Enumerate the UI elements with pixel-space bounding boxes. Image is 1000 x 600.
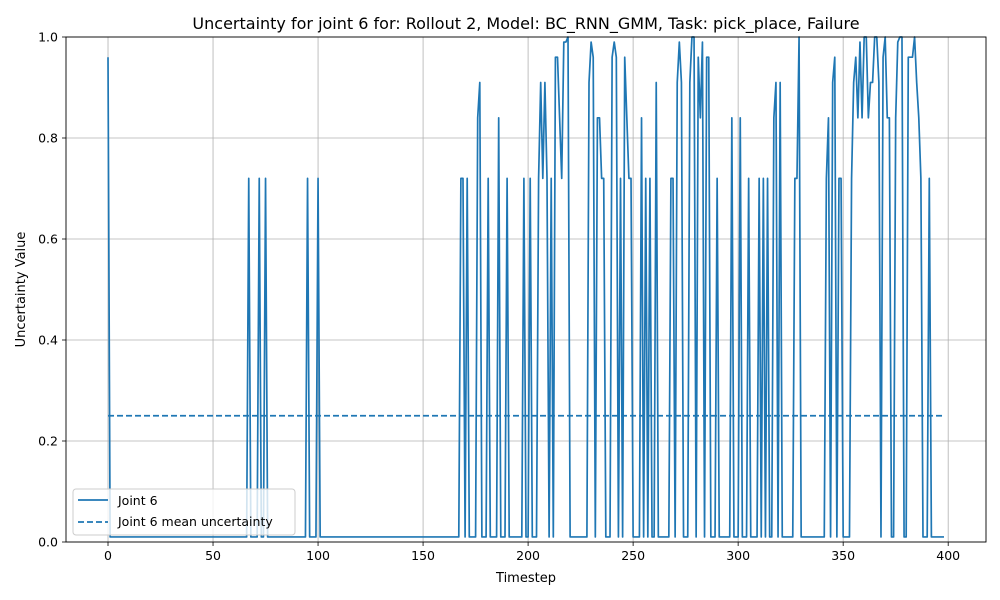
series-line-joint-6 bbox=[107, 36, 944, 538]
legend-box bbox=[72, 488, 296, 536]
y-tick-label: 0.8 bbox=[38, 131, 58, 146]
y-axis: 0.0 0.2 0.4 0.6 0.8 1.0 bbox=[38, 30, 66, 550]
x-tick-label: 50 bbox=[205, 548, 221, 563]
x-tick-label: 0 bbox=[104, 548, 112, 563]
x-tick-label: 100 bbox=[306, 548, 330, 563]
chart-title: Uncertainty for joint 6 for: Rollout 2, … bbox=[192, 14, 859, 34]
y-tick-label: 0.6 bbox=[38, 232, 58, 247]
y-axis-label: Uncertainty Value bbox=[14, 232, 29, 348]
x-tick-label: 250 bbox=[621, 548, 645, 563]
x-tick-label: 200 bbox=[516, 548, 540, 563]
legend-label-joint-6: Joint 6 bbox=[117, 493, 158, 508]
y-tick-label: 0.4 bbox=[38, 333, 58, 348]
y-tick-label: 0.0 bbox=[38, 535, 58, 550]
x-axis-label: Timestep bbox=[495, 571, 556, 586]
y-tick-label: 0.2 bbox=[38, 434, 58, 449]
legend-label-mean: Joint 6 mean uncertainty bbox=[117, 514, 273, 529]
x-tick-label: 400 bbox=[936, 548, 960, 563]
x-tick-label: 150 bbox=[411, 548, 435, 563]
plot-frame bbox=[65, 36, 987, 543]
x-tick-label: 350 bbox=[831, 548, 855, 563]
x-tick-label: 300 bbox=[726, 548, 750, 563]
series-group bbox=[107, 36, 944, 538]
y-tick-label: 1.0 bbox=[38, 30, 58, 45]
legend: Joint 6 Joint 6 mean uncertainty bbox=[72, 488, 296, 536]
x-axis: 0 50 100 150 200 250 300 350 400 bbox=[104, 542, 960, 563]
